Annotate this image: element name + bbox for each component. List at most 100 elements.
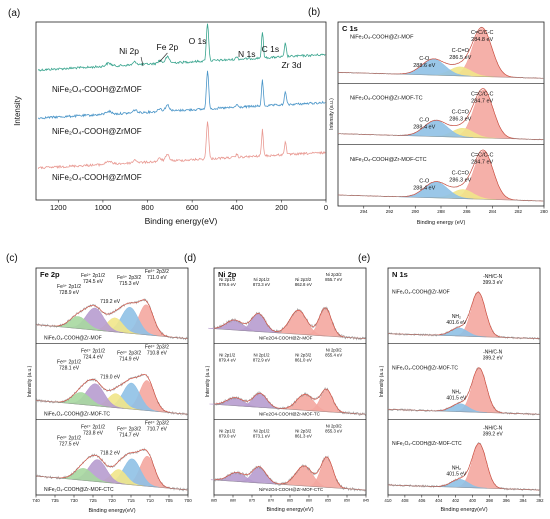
peak-label: C=C/C-C xyxy=(471,91,493,97)
peak-label: -NH/C-N xyxy=(483,274,503,280)
x-tick-label: 1000 xyxy=(95,203,112,212)
x-axis-label: Binding energy(eV) xyxy=(145,216,218,226)
peak-label: Ni 2p1/2 xyxy=(219,428,236,433)
peak-label: Ni 2p1/2 xyxy=(219,353,236,358)
sample-name: NiFe₂O₄-COOH@Zr-MOF xyxy=(350,34,414,40)
x-axis-label: Binding energy(eV) xyxy=(266,507,313,513)
baseline xyxy=(213,404,367,415)
peak-label: Fe³⁺ 2p3/2 xyxy=(145,345,169,351)
peak-label: Fe³⁺ 2p1/2 xyxy=(57,435,81,441)
peak-label: -NH/C-N xyxy=(483,350,503,356)
peak-annotation: Zr 3d xyxy=(281,60,301,70)
x-tick-label: 292 xyxy=(386,209,394,214)
peak-value: 873.1 eV xyxy=(253,433,270,438)
peak-label: C-O xyxy=(419,56,430,62)
x-tick-label: 410 xyxy=(384,498,392,503)
x-tick-label: 710 xyxy=(146,498,154,503)
sample-name: NiFe₂O₄-COOH@Zr-MOF-TC xyxy=(392,365,458,371)
peak-value: 724.4 eV xyxy=(83,355,104,361)
x-tick-label: 402 xyxy=(452,498,460,503)
fit-envelope xyxy=(35,449,188,491)
peak-value: 728.9 eV xyxy=(59,290,80,296)
plot-frame xyxy=(213,267,367,496)
peak-label: Fe³⁺ 2p1/2 xyxy=(57,360,81,366)
peak-value: 719.0 eV xyxy=(100,375,121,381)
peak-label: Ni 2p3/2 xyxy=(295,277,312,282)
x-tick-label: 400 xyxy=(231,203,244,212)
series-label: NiFe₂O₄-COOH@ZrMOF xyxy=(52,127,142,136)
sample-name: NiFe₂O₄-COOH@Zr-MOF-CTC xyxy=(392,441,462,447)
peak-value: 724.5 eV xyxy=(83,279,104,285)
x-tick-label: 735 xyxy=(51,498,59,503)
peak-value: 284.8 eV xyxy=(471,37,493,43)
annotation-arrow xyxy=(159,52,168,63)
series-line xyxy=(37,70,326,120)
peak-label: Ni 2p3/2 xyxy=(326,423,343,428)
x-tick-label: 280 xyxy=(540,209,548,214)
peak-value: 284.7 eV xyxy=(471,160,493,166)
baseline xyxy=(213,328,367,339)
peak-label: Ni 2p3/2 xyxy=(295,428,312,433)
peak-label: Ni 2p1/2 xyxy=(219,277,236,282)
x-axis-label: Binding energy (eV) xyxy=(417,220,466,226)
peak-label: C-C=O xyxy=(452,48,470,54)
y-axis-label: Intensity (a.u.) xyxy=(205,365,211,397)
x-tick-label: 200 xyxy=(275,203,288,212)
peak-value: 288.4 eV xyxy=(413,186,435,192)
sample-name: NiFe₂O₄-COOH@Zr-MOF-TC xyxy=(44,411,110,417)
panel-label: (a) xyxy=(8,8,20,19)
x-tick-label: 850 xyxy=(344,498,350,502)
peak-value: 286.3 eV xyxy=(449,116,471,122)
peak-label: Ni 2p1/2 xyxy=(253,277,270,282)
annotation-arrow xyxy=(140,56,144,67)
fit-envelope xyxy=(214,456,366,491)
peak-label: Ni 2p1/2 xyxy=(253,353,270,358)
x-tick-label: 800 xyxy=(141,203,154,212)
plot-frame xyxy=(35,21,327,201)
peak-value: 710.8 eV xyxy=(147,351,168,357)
peak-label: Ni 2p3/2 xyxy=(326,272,343,277)
series-label: NiFe₂O₄-COOH@ZrMOF xyxy=(52,85,142,94)
baseline xyxy=(387,484,541,491)
peak-label: C-O xyxy=(419,117,430,123)
x-tick-label: 740 xyxy=(32,498,40,503)
x-tick-label: 860 xyxy=(306,498,312,502)
sample-name: NiFe₂O₄-COOH@Zr-MOF-CTC xyxy=(350,157,427,163)
peak-value: 710.7 eV xyxy=(147,426,168,432)
series-line xyxy=(37,23,326,72)
peak-label: Fe³⁺ 2p3/2 xyxy=(117,426,141,432)
x-tick-label: 875 xyxy=(249,498,255,502)
sample-name: NiFe2O4-COOH@Zr-MOF xyxy=(259,336,313,341)
peak-value: 879.0 eV xyxy=(219,433,236,438)
x-tick-label: 700 xyxy=(184,498,192,503)
panel-label: (d) xyxy=(184,253,196,264)
x-tick-label: 1200 xyxy=(50,203,67,212)
peak-value: 879.6 eV xyxy=(219,282,236,287)
x-tick-label: 705 xyxy=(165,498,173,503)
peak-label: C=C/C-C xyxy=(471,153,493,159)
x-tick-label: 288 xyxy=(437,209,445,214)
peak-value: 855.4 eV xyxy=(325,353,342,358)
series-line xyxy=(37,121,326,170)
x-tick-label: 730 xyxy=(70,498,78,503)
peak-label: C-O xyxy=(419,179,430,185)
peak-value: 401.6 eV xyxy=(446,320,467,326)
peak-label: Ni 2p3/2 xyxy=(295,353,312,358)
peak-label: C=C/C-C xyxy=(471,30,493,36)
peak-label: C-C=O xyxy=(452,109,470,115)
baseline xyxy=(337,194,545,202)
baseline xyxy=(35,400,189,415)
baseline xyxy=(213,479,367,491)
peak-label: NH₂ xyxy=(452,314,461,320)
x-tick-label: 394 xyxy=(520,498,528,503)
x-tick-label: 0 xyxy=(324,203,328,212)
sample-name: NiFe₂O₄-COOH@Zr-MOF xyxy=(392,290,450,296)
peak-value: 399.3 eV xyxy=(483,280,504,286)
peak-annotation: O 1s xyxy=(189,36,207,46)
peak-value: 714.9 eV xyxy=(119,357,140,363)
peak-label: Fe³⁺ 2p1/2 xyxy=(57,284,81,290)
series-label: NiFe₂O₄-COOH@ZrMOF xyxy=(52,173,142,182)
plot-frame xyxy=(387,267,541,496)
panel-title: Ni 2p xyxy=(218,270,237,279)
